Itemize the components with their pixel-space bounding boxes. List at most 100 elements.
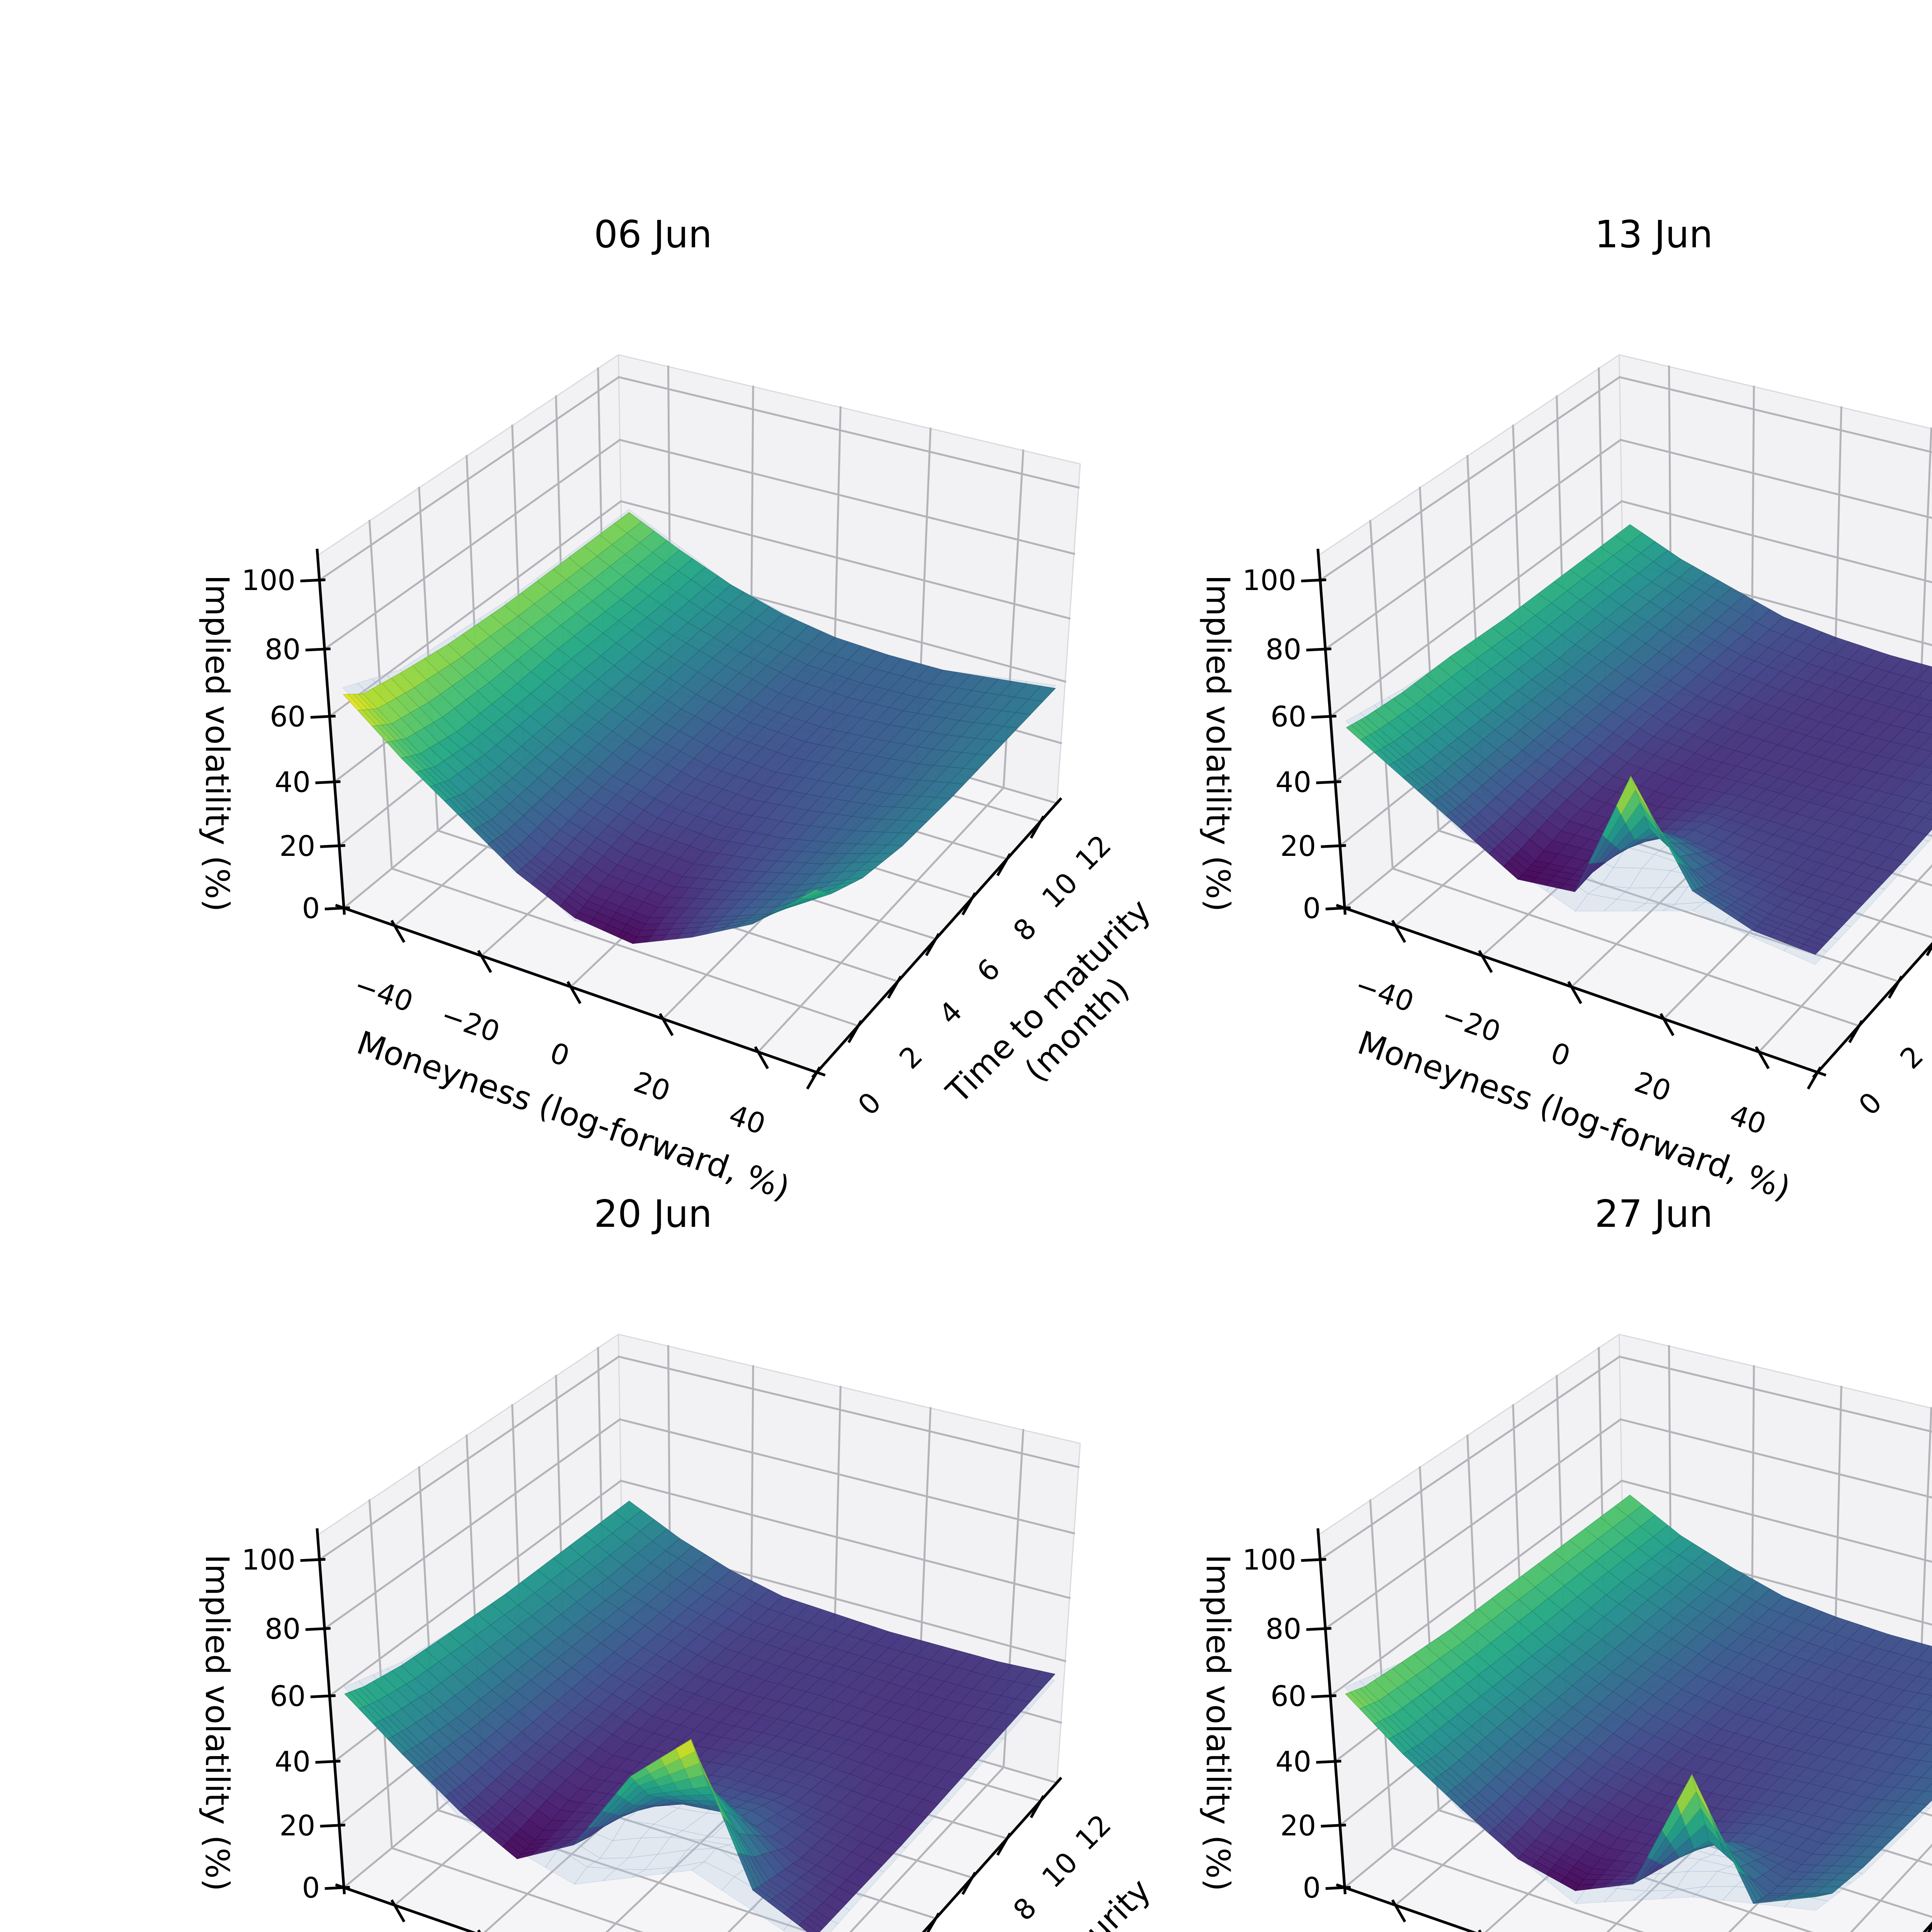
z-tick [1321,844,1346,848]
x-spine [335,904,826,1077]
grid-line-z-back [1619,439,1932,519]
volatility-surface [799,1921,818,1932]
raw-quotes-surface [612,1820,654,1841]
z-tick-label: 40 [1276,766,1311,799]
y-tick [1888,975,1903,999]
x-tick [1391,1899,1406,1923]
grid-line-z-left [323,438,621,651]
z-tick [320,1823,345,1828]
y-tick-label: 8 [1007,1891,1043,1927]
z-tick-label: 100 [242,564,295,597]
z-axis-label: Implied volatility (%) [1199,575,1237,912]
z-tick [315,780,341,784]
raw-quotes-surface [616,1854,658,1870]
grid-line-y-floor [390,867,860,1027]
raw-quotes-surface [686,1840,730,1850]
raw-quotes-surface [657,1837,700,1855]
z-tick-label: 20 [279,1810,315,1842]
ticks [300,1558,1045,1932]
grid-line-z-left [323,1418,621,1630]
y-tick [961,892,976,915]
z-tick-label: 80 [1265,1613,1301,1646]
z-tick [1306,647,1332,651]
x-tick-label: −40 [350,968,417,1019]
y-tick [996,853,1012,876]
x-tick-label: −20 [437,998,503,1049]
y-tick [806,1066,821,1090]
x-tick-label: −20 [1437,998,1504,1049]
subplot-13-jun: −40−2002040024681012020406080100Moneynes… [1199,213,1932,1208]
subplot-title: 27 Jun [1595,1192,1713,1236]
x-tick [1478,950,1493,973]
volatility-surface-group [343,512,1056,944]
volatility-surface-group [1346,524,1932,955]
z-tick-label: 80 [265,633,301,666]
z-tick-label: 0 [302,892,320,925]
x-tick-label: 20 [629,1065,674,1108]
x-spine [335,1883,476,1932]
z-tick-label: 40 [275,766,311,799]
raw-quotes-surface [691,1861,735,1891]
z-axis-label: Implied volatility (%) [1199,1554,1237,1891]
z-tick-label: 0 [302,1872,320,1905]
raw-quotes-surface [587,1857,629,1869]
volatility-surface [1924,1783,1932,1793]
grid-line-z-left [1319,1355,1621,1561]
y-tick-label: 6 [971,952,1007,988]
x-tick [1567,981,1582,1004]
y-tick [1030,815,1045,839]
grid-line-y-wall [1369,520,1394,870]
z-spine [316,549,346,915]
x-tick [658,1013,674,1036]
volatility-surface-group [1345,1495,1932,1904]
x-tick-label: 40 [725,1099,770,1141]
z-tick-label: 0 [1303,892,1321,925]
volatility-surface-group [344,1500,1056,1932]
grid-line-z-left [1324,438,1622,651]
grid-line-x-floor [1757,864,1932,1054]
subplot-title: 20 Jun [594,1192,712,1236]
z-tick-label: 80 [265,1613,301,1646]
raw-quotes-surface [628,1837,670,1858]
subplot-27-jun: −40−2002040024681012020406080100Moneynes… [1199,1192,1932,1932]
grid-line-z-left [1319,376,1621,582]
z-tick [315,1760,341,1764]
grid-line-z-left [1329,1479,1623,1697]
raw-quotes-surface [1633,903,1675,912]
ticks [1301,578,1932,1090]
z-tick [1325,1886,1351,1890]
z-tick [1301,578,1327,583]
raw-quotes-surface [1613,847,1655,869]
x-tick-label: 0 [1547,1036,1575,1073]
labels: −40−2002040024681012020406080100Moneynes… [1199,1192,1713,1905]
y-tick [1927,1923,1932,1932]
grid-line-z-back [619,439,1075,555]
z-tick [305,1627,331,1631]
y-tick [996,1832,1012,1856]
grid-line-z-back [617,1355,1080,1468]
z-tick-label: 60 [1270,701,1306,733]
grid-line-y-wall [368,1499,393,1849]
y-tick-label: 12 [1069,1808,1118,1857]
grid-line-z-back [619,500,1071,620]
z-tick [310,1694,336,1698]
y-tick-label: 2 [893,1039,929,1075]
z-tick [1311,1694,1337,1698]
z-axis-label: Implied volatility (%) [198,575,236,912]
grid-line-x-floor [1850,1844,1932,1932]
z-tick [325,906,350,910]
subplot-title: 06 Jun [594,213,712,256]
raw-quotes-surface [631,1867,675,1878]
y-tick [925,933,940,956]
z-tick-label: 20 [1280,830,1316,863]
raw-quotes-surface [1616,888,1659,904]
y-tick-label: 0 [852,1086,888,1122]
grid-line-y-floor [390,1847,644,1932]
z-tick-label: 100 [1242,564,1296,597]
z-spine [1316,549,1347,915]
z-tick-label: 60 [270,1680,306,1713]
volatility-surface [1799,944,1820,955]
volatility-surface [1630,776,1651,815]
spines [1316,1528,1932,1932]
